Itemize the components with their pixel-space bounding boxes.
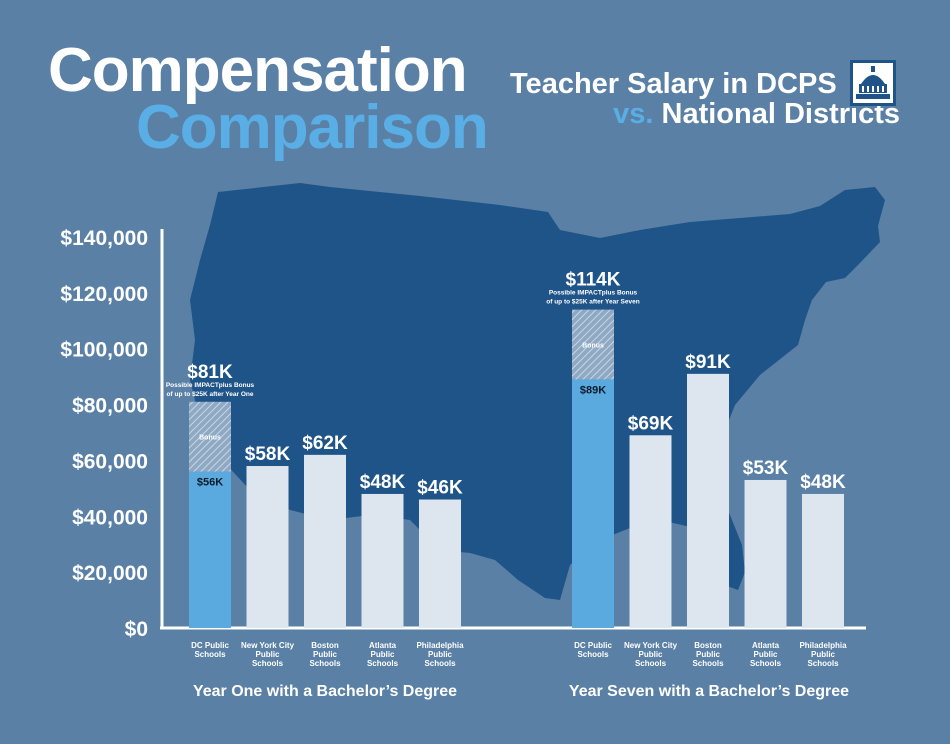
value-label: $48K — [800, 472, 846, 493]
category-label: DC Public Schools — [574, 641, 612, 659]
category-label: Boston Public Schools — [309, 641, 341, 668]
subtitle-national-districts: vs. National Districts — [550, 100, 900, 129]
y-tick-label: $60,000 — [72, 450, 148, 473]
value-label: $46K — [417, 478, 463, 499]
bar — [304, 454, 346, 628]
capitol-dome-logo-icon — [850, 60, 896, 106]
value-label: $48K — [360, 472, 406, 493]
axes: $0 $20,000 $40,000 $60,000 $80,000 $100,000 $1… — [60, 227, 866, 641]
bonus-note-line2: of up to $25K after Year Seven — [546, 299, 639, 306]
category-label: New York City Public Schools — [624, 641, 678, 668]
bars: Bonus $56K Possible IMPACTplus Bonus of up … — [166, 270, 849, 700]
title-comparison: Comparison — [136, 93, 489, 162]
bonus-note-line1: Possible IMPACTplus Bonus — [166, 382, 255, 389]
value-label: $69K — [628, 413, 674, 434]
y-tick-label: $120,000 — [60, 283, 148, 306]
bar — [419, 499, 461, 628]
base-value-label: $56K — [197, 477, 223, 489]
category-label: Philadelphia Public Schools — [799, 641, 847, 668]
bonus-bar-segment — [189, 401, 231, 472]
category-label: Atlanta Public Schools — [367, 641, 399, 668]
bar — [572, 379, 614, 628]
category-label: Boston Public Schools — [692, 641, 724, 668]
value-label: $114K — [566, 270, 621, 291]
y-tick-label: $40,000 — [72, 506, 148, 529]
value-label: $62K — [302, 433, 348, 454]
bar — [687, 373, 729, 628]
bar — [744, 479, 787, 628]
bar — [802, 493, 844, 628]
category-label: DC Public Schools — [191, 641, 229, 659]
bonus-bar-segment — [572, 309, 614, 380]
bar — [361, 493, 404, 628]
y-tick-label: $100,000 — [60, 339, 148, 362]
value-label: $81K — [187, 362, 233, 383]
category-label: New York City Public Schools — [241, 641, 295, 668]
value-label: $58K — [245, 444, 291, 465]
bar — [246, 466, 289, 628]
category-label: Philadelphia Public Schools — [416, 641, 464, 668]
subtitle-vs: vs. — [613, 98, 654, 130]
y-tick-label: $20,000 — [72, 562, 148, 585]
bar — [629, 435, 672, 628]
y-tick-label: $140,000 — [60, 227, 148, 250]
y-tick-label: $80,000 — [72, 395, 148, 418]
y-tick-label: $0 — [125, 618, 148, 641]
bonus-label: Bonus — [199, 435, 221, 442]
title-compensation: Compensation — [48, 36, 468, 105]
subtitle-teacher-salary: Teacher Salary in DCPS — [510, 68, 837, 100]
bonus-note-line2: of up to $25K after Year One — [167, 391, 254, 398]
value-label: $91K — [685, 352, 731, 373]
bonus-label: Bonus — [582, 343, 604, 350]
bonus-note-line1: Possible IMPACTplus Bonus — [549, 290, 638, 297]
group-title: Year One with a Bachelor’s Degree — [193, 683, 457, 700]
value-label: $53K — [743, 458, 789, 479]
group-title: Year Seven with a Bachelor’s Degree — [569, 683, 849, 700]
category-label: Atlanta Public Schools — [750, 641, 782, 668]
base-value-label: $89K — [580, 384, 606, 396]
bar — [189, 471, 231, 628]
